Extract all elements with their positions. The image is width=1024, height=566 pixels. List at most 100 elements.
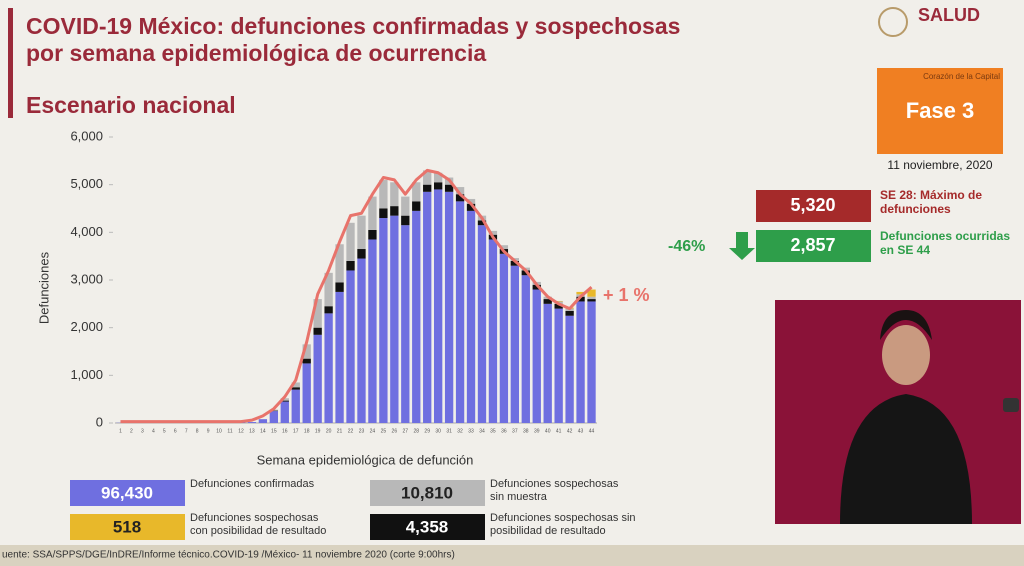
x-tick-label: 33 <box>468 428 474 434</box>
footer-bar <box>0 545 1024 566</box>
bar-segment <box>565 315 574 423</box>
max-value: 5,320 <box>790 195 835 215</box>
bar-segment <box>412 182 421 202</box>
bar-segment <box>433 189 443 423</box>
y-tick-label: 1,000 <box>70 367 103 382</box>
x-tick-label: 24 <box>370 428 376 434</box>
bar-segment <box>291 387 300 390</box>
x-tick-label: 10 <box>216 428 222 434</box>
bar-segment <box>510 260 520 266</box>
y-tick-label: 6,000 <box>70 128 103 143</box>
bar-segment <box>412 201 421 211</box>
bar-segment <box>477 220 487 226</box>
bar-segment <box>423 191 432 423</box>
x-tick-label: 21 <box>337 428 343 434</box>
x-tick-label: 6 <box>174 428 177 434</box>
bar-segment <box>379 179 388 209</box>
bar-segment <box>466 203 476 211</box>
date: 11 noviembre, 2020 <box>887 158 993 172</box>
bar-segment <box>357 215 366 250</box>
bar-segment <box>302 344 311 359</box>
x-tick-label: 7 <box>185 428 188 434</box>
x-tick-label: 1 <box>119 428 122 434</box>
x-tick-label: 35 <box>490 428 496 434</box>
x-tick-label: 30 <box>435 428 441 434</box>
bar-segment <box>532 284 541 290</box>
bar-segment <box>324 306 333 314</box>
x-tick-label: 12 <box>238 428 244 434</box>
bar-segment <box>423 184 432 192</box>
legend-total: 518 <box>113 517 141 536</box>
x-tick-label: 40 <box>545 428 551 434</box>
x-tick-label: 28 <box>413 428 419 434</box>
x-tick-label: 27 <box>403 428 409 434</box>
bar-segment <box>401 196 410 216</box>
bar-segment <box>412 210 421 423</box>
legend-label-box: Defunciones sospechosas sin posibilidad … <box>490 512 636 537</box>
bar-segment <box>477 225 487 423</box>
bar-segment <box>390 215 399 423</box>
x-tick-label: 14 <box>260 428 266 434</box>
bar-segment <box>368 229 377 240</box>
bar-segment <box>401 225 410 423</box>
bar-segment <box>576 296 585 302</box>
x-tick-label: 15 <box>271 428 277 434</box>
bar-segment <box>379 208 388 219</box>
pip-button[interactable] <box>1003 398 1019 412</box>
x-tick-label: 32 <box>457 428 463 434</box>
bar-segment <box>280 400 289 402</box>
trend-annotation: + 1 % <box>603 285 650 305</box>
bar-segment <box>335 244 344 283</box>
bar-segment <box>488 239 498 423</box>
x-tick-label: 41 <box>556 428 562 434</box>
x-tick-label: 23 <box>359 428 365 434</box>
bar-segment <box>521 275 530 423</box>
x-tick-label: 5 <box>163 428 166 434</box>
bar-segment <box>368 239 377 423</box>
x-tick-label: 17 <box>293 428 299 434</box>
title-line: COVID-19 México: defunciones confirmadas… <box>26 13 680 39</box>
bar-segment <box>291 382 300 388</box>
footer: uente: SSA/SPPS/DGE/InDRE/Informe técnic… <box>2 550 455 561</box>
bar-segment <box>313 327 322 335</box>
bar-segment <box>401 215 410 226</box>
bar-segment <box>302 358 311 364</box>
bar-segment <box>313 299 322 328</box>
x-tick-label: 37 <box>512 428 518 434</box>
interpreter-body <box>840 394 972 524</box>
bar-segment <box>313 334 322 423</box>
bar-segment <box>499 253 509 423</box>
tagline: Corazón de la Capital <box>923 72 1000 81</box>
bar-segment <box>291 389 300 423</box>
bar-segment <box>499 245 509 250</box>
bar-segment <box>488 230 498 235</box>
bar-segment <box>390 206 399 216</box>
bar-segment <box>335 291 344 423</box>
x-tick-label: 34 <box>479 428 485 434</box>
bar-segment <box>280 398 289 401</box>
current-label-box: Defunciones ocurridas en SE 44 <box>880 229 1011 257</box>
x-tick-label: 36 <box>501 428 507 434</box>
interpreter-head <box>882 325 930 385</box>
phase: Fase 3 <box>906 98 975 123</box>
legend-label: Defunciones sospechosas sin muestra <box>490 478 619 503</box>
bar-segment <box>357 249 366 259</box>
subtitle: Escenario nacional <box>26 92 236 118</box>
legend-swatch <box>370 514 485 540</box>
bar-segment <box>368 196 377 230</box>
max-box <box>756 190 871 222</box>
max-label: SE 28: Máximo de defunciones <box>880 188 983 216</box>
legend-label: Defunciones sospechosas con posibilidad … <box>190 512 327 537</box>
legend-swatch <box>70 480 185 506</box>
bar-segment <box>346 222 355 261</box>
y-axis-label: Defunciones <box>36 251 51 324</box>
legend-label-box: Defunciones sospechosas sin muestra <box>490 478 619 503</box>
legend-label: Defunciones confirmadas <box>190 478 315 490</box>
bar-segment <box>532 289 541 423</box>
x-tick-label: 22 <box>348 428 354 434</box>
bar-segment <box>455 194 465 202</box>
bar-segment <box>423 170 432 185</box>
bar-segment <box>390 182 399 207</box>
x-tick-label: 42 <box>567 428 573 434</box>
current-label: Defunciones ocurridas en SE 44 <box>880 229 1011 257</box>
